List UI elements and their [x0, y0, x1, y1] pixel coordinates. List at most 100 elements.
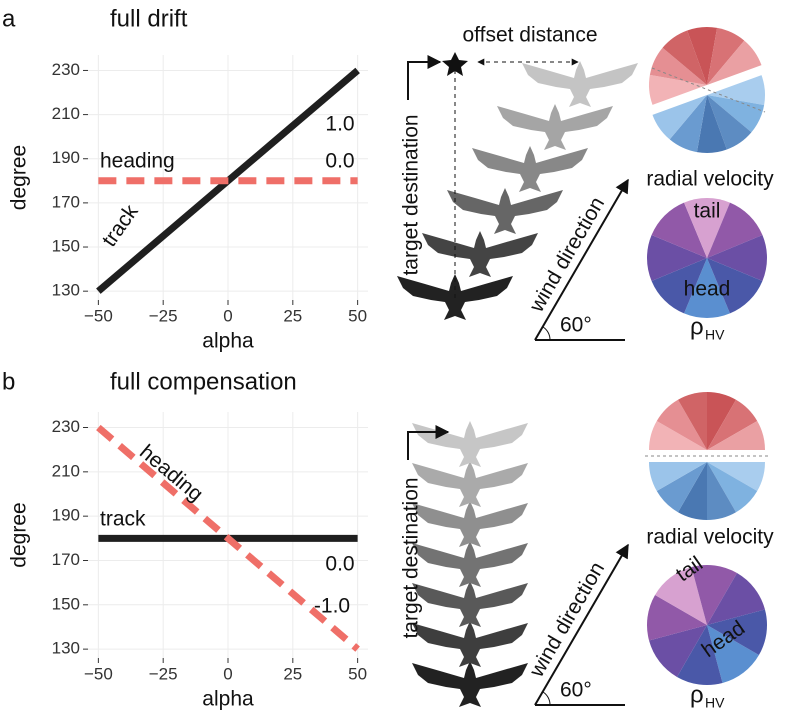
pie-wedge: [707, 202, 763, 258]
annotation: -1.0: [314, 595, 350, 618]
x-tick-label: 0: [223, 664, 232, 683]
pie-wedge: [707, 573, 765, 625]
angle-label: 60°: [560, 314, 592, 337]
pie-wedge: [707, 462, 736, 520]
pie-wedge: [691, 564, 737, 625]
annotation: 1.0: [325, 113, 354, 136]
pie-wedge: [649, 421, 707, 450]
panel-label: a: [2, 5, 16, 32]
rho-sub: HV: [705, 695, 725, 711]
pie-wedge: [707, 399, 758, 450]
y-tick-label: 190: [52, 506, 80, 525]
pie-wedge: [707, 625, 759, 683]
x-tick-label: −50: [84, 306, 113, 325]
series-line: [96, 424, 360, 652]
x-axis-label: alpha: [202, 688, 254, 711]
head-label: head: [684, 278, 731, 301]
pie-wedge: [707, 27, 745, 86]
pie-wedge: [678, 392, 707, 450]
x-tick-label: −25: [149, 306, 178, 325]
y-axis-label: degree: [8, 145, 31, 210]
birds-a: [397, 61, 638, 320]
pie-wedge: [707, 609, 768, 655]
pie-wedge: [707, 462, 758, 513]
pie-wedge: [669, 95, 707, 153]
pie-wedge: [649, 47, 707, 85]
pie-wedge: [696, 95, 727, 153]
wind-arrow: [534, 543, 629, 706]
y-tick-label: 150: [52, 237, 80, 256]
pie-wedge: [652, 95, 707, 140]
angle-label: 60°: [560, 679, 592, 702]
pie-wedge: [684, 258, 730, 318]
offset-label: offset distance: [462, 24, 597, 47]
pie-wedge: [677, 625, 723, 686]
pie-wedge: [707, 421, 765, 450]
pie-wedge: [656, 462, 707, 513]
y-tick-label: 170: [52, 550, 80, 569]
split-line: [651, 67, 766, 113]
y-axis-label: degree: [8, 502, 31, 567]
pie-wedge: [707, 75, 765, 106]
y-tick-label: 230: [52, 417, 80, 436]
panel-label: b: [2, 368, 15, 395]
angle-arc: [542, 691, 551, 706]
pie-wedge: [655, 567, 707, 625]
annotation: 0.0: [325, 553, 354, 576]
annotation: 0.0: [325, 150, 354, 173]
x-tick-label: 0: [223, 306, 232, 325]
pie-wedge: [684, 198, 730, 258]
series-label: heading: [135, 440, 207, 506]
wind-label: wind direction: [525, 558, 610, 682]
pie-wedge: [707, 95, 765, 133]
pie-wedge: [662, 30, 707, 86]
angle-arc: [542, 326, 551, 341]
velocity-label: radial velocity: [646, 168, 774, 191]
rho-label: ρ: [690, 681, 704, 708]
pie-wedge: [646, 235, 707, 281]
rho-sub: HV: [705, 327, 725, 343]
y-tick-label: 210: [52, 461, 80, 480]
pie-wedge: [707, 235, 767, 281]
target-label: target destination: [400, 114, 423, 275]
x-tick-label: 50: [348, 664, 367, 683]
pie-wedge: [646, 595, 707, 641]
pie-wedge: [707, 40, 762, 85]
x-axis-label: alpha: [202, 330, 254, 353]
y-tick-label: 230: [52, 60, 80, 79]
pie-wedge: [651, 202, 707, 258]
x-tick-label: 25: [283, 664, 302, 683]
pie-wedge: [707, 462, 765, 491]
x-tick-label: 25: [283, 306, 302, 325]
rho-label: ρ: [690, 313, 704, 340]
star: [442, 52, 468, 76]
y-tick-label: 130: [52, 639, 80, 658]
x-tick-label: −25: [149, 664, 178, 683]
pie-wedge: [649, 625, 707, 677]
target-arrow: [407, 55, 442, 100]
birds-b: [412, 421, 528, 707]
series-label: track: [100, 508, 146, 531]
pie-wedge: [649, 462, 707, 491]
x-tick-label: 50: [348, 306, 367, 325]
pies: [645, 26, 770, 686]
y-tick-label: 130: [52, 281, 80, 300]
y-tick-label: 210: [52, 104, 80, 123]
y-tick-label: 190: [52, 148, 80, 167]
tail-label: tail: [694, 200, 721, 223]
y-tick-label: 150: [52, 594, 80, 613]
pie-wedge: [687, 26, 718, 85]
pie-wedge: [678, 462, 707, 520]
target-label: target destination: [400, 477, 423, 638]
pie-wedge: [649, 74, 707, 105]
wind-arrow: [534, 178, 629, 341]
chart-title: full drift: [110, 5, 188, 32]
target-arrow: [407, 425, 450, 460]
pie-wedge: [656, 399, 707, 450]
y-tick-label: 170: [52, 192, 80, 211]
x-tick-label: −50: [84, 664, 113, 683]
series-label: heading: [100, 150, 175, 173]
chart-title: full compensation: [110, 368, 297, 395]
velocity-label: radial velocity: [646, 526, 774, 549]
series-label: track: [98, 200, 143, 251]
